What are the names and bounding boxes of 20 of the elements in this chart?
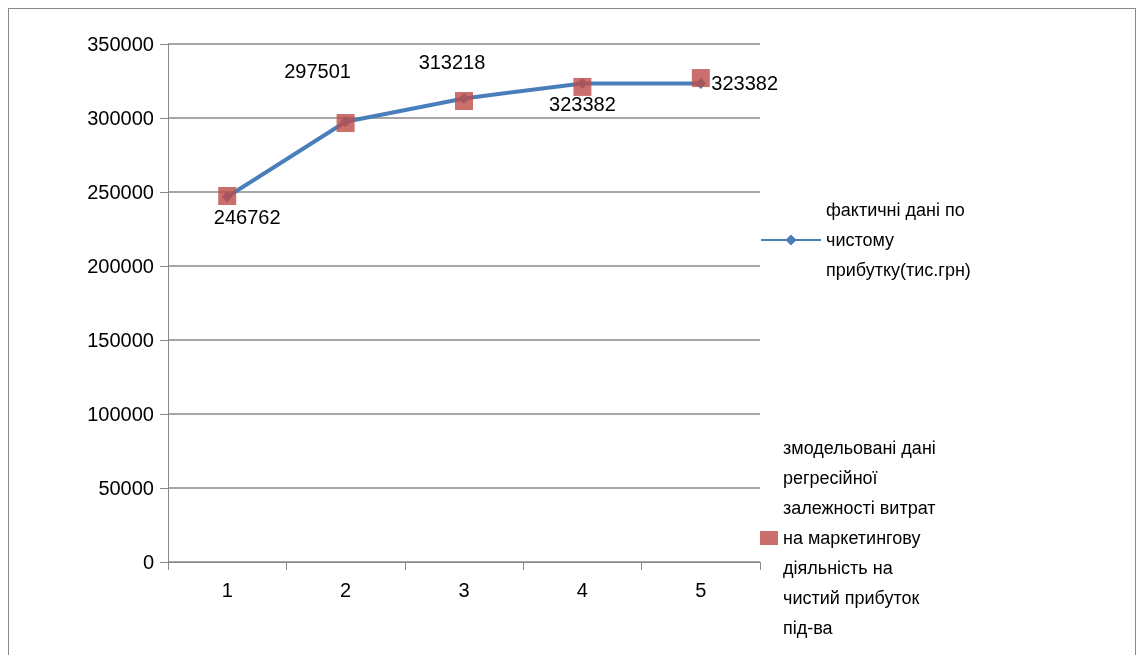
- y-tick-label: 200000: [87, 255, 154, 277]
- data-label: 297501: [284, 60, 351, 83]
- x-tick-label: 3: [458, 579, 470, 601]
- y-tick-label: 150000: [87, 329, 154, 351]
- y-tick-label: 250000: [87, 181, 154, 203]
- x-tick-label: 5: [695, 579, 707, 601]
- y-tick-label: 300000: [87, 107, 154, 129]
- y-tick-label: 0: [142, 551, 154, 573]
- y-tick-label: 50000: [98, 477, 154, 499]
- y-tick-label: 100000: [87, 403, 154, 425]
- x-tick-label: 1: [221, 579, 233, 601]
- x-tick-label: 4: [576, 579, 588, 601]
- legend-label: змодельовані дані регресійної залежності витрат на маркетингову діяльність на чистий прибуток під-ва: [783, 438, 941, 638]
- y-tick-label: 350000: [87, 33, 154, 55]
- data-label: 323382: [549, 92, 616, 115]
- x-tick-label: 2: [340, 579, 352, 601]
- data-label: 323382: [711, 72, 779, 95]
- legend-label: фактичні дані по чистому прибутку(тис.грн): [826, 200, 971, 280]
- data-label: 246762: [213, 206, 281, 229]
- data-label: 313218: [418, 50, 486, 73]
